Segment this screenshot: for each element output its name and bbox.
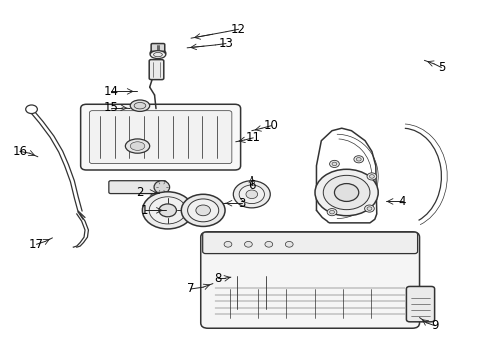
Circle shape (353, 156, 363, 163)
Circle shape (142, 192, 193, 229)
Circle shape (364, 205, 373, 212)
Text: 13: 13 (218, 37, 233, 50)
Circle shape (233, 181, 270, 208)
Ellipse shape (154, 181, 169, 194)
Text: 14: 14 (103, 85, 118, 98)
Text: 3: 3 (238, 197, 245, 210)
Circle shape (329, 160, 339, 167)
Ellipse shape (125, 139, 149, 153)
FancyBboxPatch shape (149, 60, 163, 80)
Text: 11: 11 (245, 131, 260, 144)
Ellipse shape (153, 53, 162, 57)
Text: 15: 15 (103, 102, 118, 114)
Circle shape (196, 205, 210, 216)
FancyBboxPatch shape (202, 232, 417, 253)
Circle shape (187, 199, 218, 222)
Ellipse shape (130, 142, 144, 150)
Circle shape (244, 242, 252, 247)
Circle shape (366, 173, 376, 180)
Text: 8: 8 (214, 272, 221, 285)
Circle shape (224, 242, 231, 247)
Circle shape (149, 197, 186, 224)
Circle shape (285, 242, 292, 247)
Circle shape (323, 175, 369, 210)
FancyBboxPatch shape (81, 104, 240, 170)
Ellipse shape (150, 51, 165, 59)
Ellipse shape (150, 49, 165, 58)
Text: 6: 6 (247, 179, 255, 192)
Circle shape (326, 208, 336, 216)
Circle shape (159, 204, 176, 217)
Text: 9: 9 (430, 319, 438, 332)
Circle shape (366, 207, 371, 210)
FancyBboxPatch shape (109, 181, 166, 194)
Circle shape (356, 157, 361, 161)
Circle shape (245, 190, 257, 199)
Circle shape (239, 185, 264, 203)
Circle shape (334, 184, 358, 202)
Text: 4: 4 (398, 195, 406, 208)
Text: 10: 10 (263, 119, 278, 132)
Circle shape (331, 162, 336, 166)
Circle shape (181, 194, 224, 226)
Text: 2: 2 (136, 186, 143, 199)
FancyBboxPatch shape (201, 232, 419, 328)
FancyBboxPatch shape (89, 111, 231, 163)
Text: 17: 17 (29, 238, 44, 251)
Ellipse shape (130, 100, 149, 111)
Circle shape (369, 175, 373, 178)
Text: 1: 1 (141, 204, 148, 217)
FancyBboxPatch shape (151, 44, 164, 51)
Text: 16: 16 (12, 145, 27, 158)
Text: 7: 7 (187, 283, 194, 296)
FancyBboxPatch shape (406, 287, 434, 322)
Text: 12: 12 (231, 23, 245, 36)
Circle shape (314, 169, 377, 216)
Text: 5: 5 (437, 61, 444, 74)
Circle shape (329, 210, 334, 214)
Ellipse shape (134, 103, 145, 109)
Circle shape (264, 242, 272, 247)
